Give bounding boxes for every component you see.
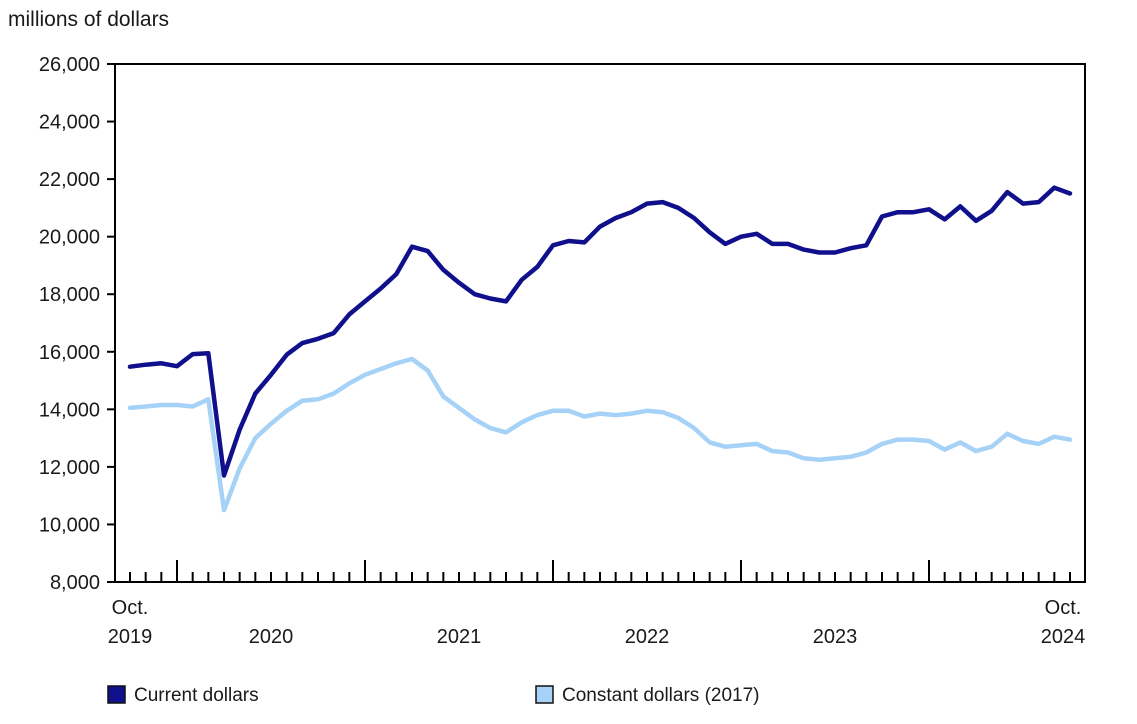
x-label-start-year: 2019 <box>108 626 153 648</box>
legend-swatch-current-dollars <box>107 685 126 704</box>
y-tick-label: 12,000 <box>39 457 100 479</box>
axis-title: millions of dollars <box>8 8 169 31</box>
x-label-start-month: Oct. <box>112 597 149 619</box>
series-line-constant-dollars <box>127 356 1073 513</box>
y-tick-label: 14,000 <box>39 399 100 421</box>
y-tick-label: 18,000 <box>39 284 100 306</box>
x-label-year: 2021 <box>437 626 482 648</box>
x-label-end-year: 2024 <box>1041 626 1086 648</box>
legend-label-current-dollars: Current dollars <box>134 685 259 706</box>
x-label-end-month: Oct. <box>1045 597 1082 619</box>
y-tick-label: 24,000 <box>39 112 100 134</box>
y-tick-label: 26,000 <box>39 54 100 76</box>
y-tick-label: 22,000 <box>39 169 100 191</box>
plot-border <box>114 63 1086 583</box>
x-label-year: 2022 <box>625 626 670 648</box>
y-tick-label: 8,000 <box>50 572 100 594</box>
y-tick-label: 16,000 <box>39 342 100 364</box>
plot-area: 8,000 10,000 12,000 14,000 16,000 18,000 20,00… <box>39 54 1086 648</box>
x-label-year: 2020 <box>249 626 294 648</box>
series-line-current-dollars <box>127 185 1073 478</box>
legend: Current dollars Constant dollars (2017) <box>107 685 760 706</box>
x-label-year: 2023 <box>813 626 858 648</box>
legend-swatch-constant-dollars <box>535 685 554 704</box>
legend-label-constant-dollars: Constant dollars (2017) <box>562 685 760 706</box>
y-tick-label: 10,000 <box>39 514 100 536</box>
y-tick-label: 20,000 <box>39 227 100 249</box>
